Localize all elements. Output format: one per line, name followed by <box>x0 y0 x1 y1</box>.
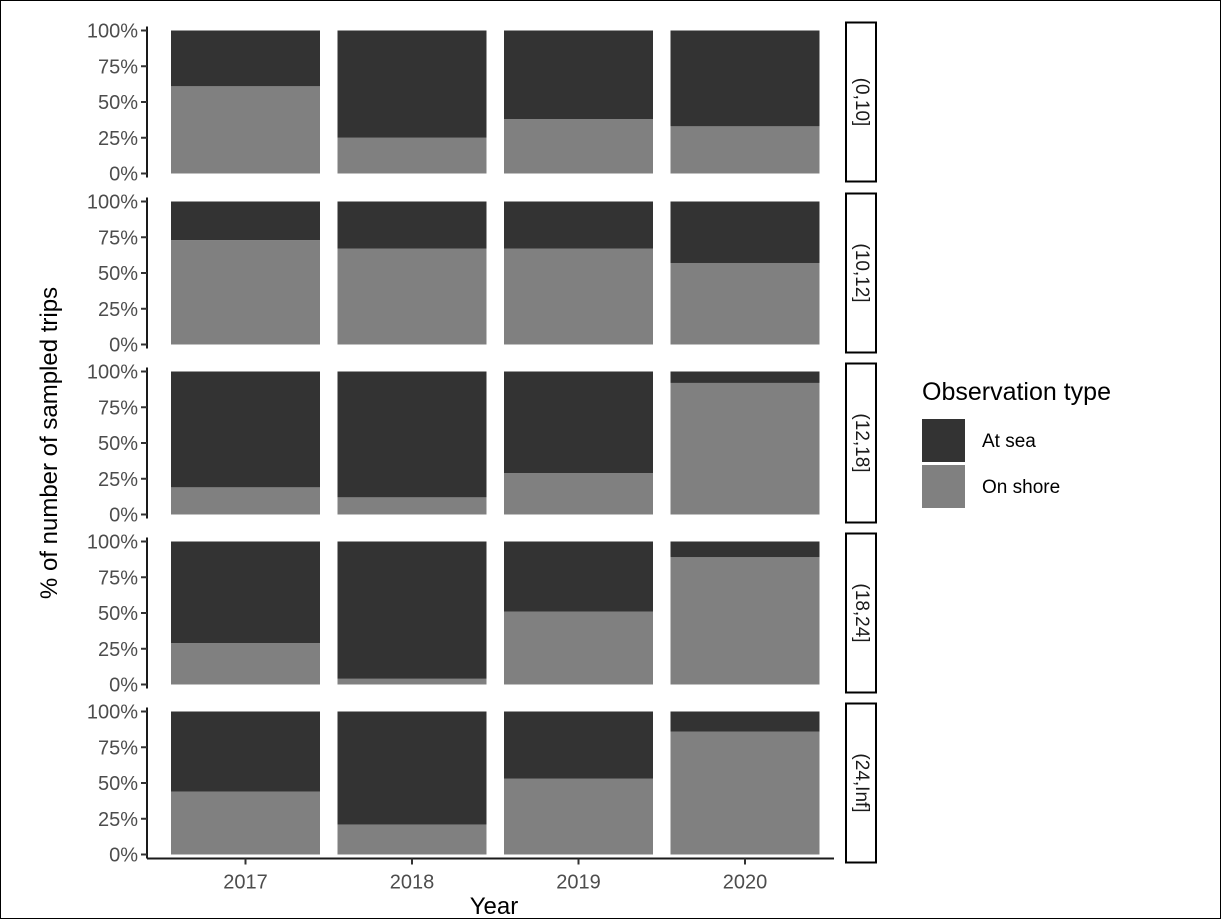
facet-strip <box>845 192 877 354</box>
y-tick-label: 75% <box>98 737 138 759</box>
y-tick-label: 0% <box>109 675 138 697</box>
bar-at-sea <box>504 30 653 120</box>
bar-on-shore <box>504 778 653 855</box>
y-tick-label: 0% <box>109 335 138 357</box>
y-tick-label: 50% <box>98 603 138 625</box>
bar-at-sea <box>670 711 820 732</box>
bar-at-sea <box>337 30 487 138</box>
bar-on-shore <box>171 240 320 345</box>
bar-on-shore <box>504 473 653 515</box>
facet-strip <box>845 362 877 524</box>
bar-at-sea <box>504 711 653 779</box>
bar-at-sea <box>337 201 487 249</box>
bar-on-shore <box>504 611 653 685</box>
bar-at-sea <box>670 541 820 558</box>
bar-at-sea <box>337 371 487 498</box>
y-tick-label: 100% <box>87 192 138 214</box>
legend: Observation type At sea On shore <box>922 378 1111 508</box>
bar-on-shore <box>504 248 653 345</box>
bar-on-shore <box>171 487 320 515</box>
y-tick-label: 100% <box>87 21 138 43</box>
x-axis-title: Year <box>470 893 519 919</box>
facet-strip-label: (18,24] <box>851 583 872 642</box>
y-tick-label: 0% <box>109 845 138 867</box>
bar-on-shore <box>670 126 820 174</box>
bar-at-sea <box>171 30 320 87</box>
bar-on-shore <box>337 137 487 174</box>
y-tick-label: 50% <box>98 433 138 455</box>
bar-on-shore <box>171 791 320 855</box>
bar-at-sea <box>171 371 320 488</box>
legend-label: On shore <box>982 477 1060 498</box>
facet-strip-label: (12,18] <box>851 413 872 472</box>
bar-on-shore <box>171 86 320 174</box>
bar-at-sea <box>171 541 320 644</box>
x-tick-label: 2019 <box>556 872 601 894</box>
facet-strip-label: (0,10] <box>851 78 872 127</box>
bar-at-sea <box>504 371 653 474</box>
y-tick-label: 25% <box>98 469 138 491</box>
bar-at-sea <box>337 711 487 825</box>
y-tick-label: 50% <box>98 773 138 795</box>
y-tick-label: 75% <box>98 56 138 78</box>
bar-on-shore <box>337 248 487 345</box>
bar-at-sea <box>171 201 320 241</box>
y-tick-label: 75% <box>98 397 138 419</box>
facet-panel: 0% 25% 50% 75% 100% (24,Inf] <box>87 702 877 867</box>
bar-at-sea <box>670 30 820 127</box>
y-tick-label: 25% <box>98 299 138 321</box>
y-tick-label: 100% <box>87 532 138 554</box>
y-tick-label: 50% <box>98 92 138 114</box>
bar-on-shore <box>670 382 820 515</box>
bar-at-sea <box>670 201 820 263</box>
x-tick-label: 2017 <box>223 872 268 894</box>
bar-on-shore <box>337 678 487 685</box>
bar-on-shore <box>670 731 820 855</box>
facet-strip <box>845 21 877 183</box>
y-tick-label: 25% <box>98 639 138 661</box>
bar-on-shore <box>171 643 320 685</box>
bar-at-sea <box>337 541 487 679</box>
y-tick-label: 75% <box>98 227 138 249</box>
facet-panels: 0% 25% 50% 75% 100% (0,10] 0% 25% 50% 75% 100% (10,… <box>87 21 877 894</box>
facet-panel: 0% 25% 50% 75% 100% (0,10] <box>87 21 877 186</box>
y-tick-label: 100% <box>87 362 138 384</box>
facet-strip-label: (24,Inf] <box>851 753 872 812</box>
x-tick-label: 2020 <box>723 872 768 894</box>
bar-at-sea <box>504 201 653 249</box>
y-tick-label: 0% <box>109 164 138 186</box>
facet-strip-label: (10,12] <box>851 243 872 302</box>
bar-on-shore <box>337 497 487 515</box>
legend-key-at-sea <box>922 419 965 462</box>
facet-strip <box>845 702 877 864</box>
bar-on-shore <box>670 557 820 685</box>
legend-label: At sea <box>982 431 1036 452</box>
bar-at-sea <box>171 711 320 792</box>
y-tick-label: 25% <box>98 809 138 831</box>
legend-key-on-shore <box>922 465 965 508</box>
y-tick-label: 0% <box>109 505 138 527</box>
bar-at-sea <box>670 371 820 383</box>
bar-on-shore <box>337 824 487 855</box>
facet-panel: 0% 25% 50% 75% 100% (18,24] <box>87 532 877 697</box>
facet-panel: 0% 25% 50% 75% 100% (10,12] <box>87 192 877 357</box>
x-tick-label: 2018 <box>390 872 435 894</box>
facet-strip <box>845 532 877 694</box>
y-axis-title: % of number of sampled trips <box>36 287 63 599</box>
bar-on-shore <box>670 262 820 345</box>
bar-at-sea <box>504 541 653 612</box>
y-tick-label: 100% <box>87 702 138 724</box>
bar-on-shore <box>504 119 653 174</box>
y-tick-label: 50% <box>98 263 138 285</box>
facet-panel: 0% 25% 50% 75% 100% (12,18] <box>87 362 877 527</box>
y-tick-label: 75% <box>98 567 138 589</box>
y-tick-label: 25% <box>98 128 138 150</box>
legend-title: Observation type <box>922 378 1111 406</box>
